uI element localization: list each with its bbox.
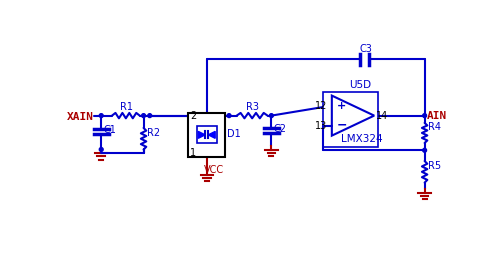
Text: C2: C2 [274,124,287,134]
Text: R5: R5 [428,161,441,171]
Text: R1: R1 [119,102,133,112]
Text: 12: 12 [315,101,327,111]
Circle shape [99,114,103,117]
Circle shape [423,148,426,152]
Text: LMX324: LMX324 [341,134,383,144]
Text: C1: C1 [103,125,116,135]
Text: C3: C3 [360,44,373,54]
Bar [188,112,225,157]
Circle shape [423,114,426,117]
Circle shape [227,114,231,117]
Text: 2: 2 [190,111,196,121]
Bar [197,126,217,143]
Text: −: − [337,119,347,132]
Polygon shape [208,131,215,138]
Text: AIN: AIN [427,111,447,121]
Text: 1: 1 [190,148,196,158]
Text: R2: R2 [147,128,160,138]
Text: 13: 13 [315,121,327,131]
Text: VCC: VCC [204,165,224,175]
Circle shape [148,114,152,117]
Text: XAIN: XAIN [67,112,94,122]
Text: U5D: U5D [349,80,371,90]
Text: +: + [337,101,346,111]
Text: 14: 14 [375,111,388,121]
Bar [323,92,378,147]
Text: R4: R4 [428,122,440,132]
Text: D1: D1 [227,129,240,139]
Circle shape [99,148,103,152]
Polygon shape [198,131,205,138]
Circle shape [142,114,146,117]
Circle shape [270,114,273,117]
Text: R3: R3 [246,102,259,112]
